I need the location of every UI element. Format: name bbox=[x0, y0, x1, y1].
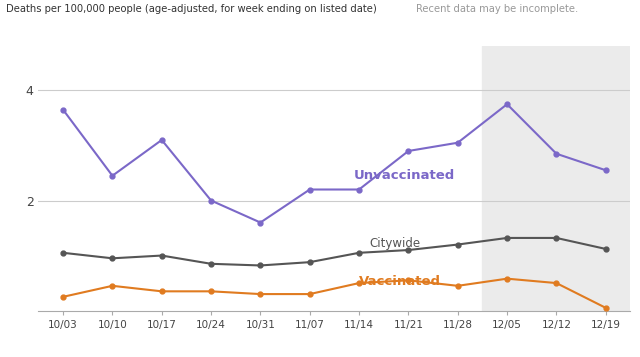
Bar bbox=[483, 46, 630, 311]
Text: Deaths per 100,000 people (age-adjusted, for week ending on listed date): Deaths per 100,000 people (age-adjusted,… bbox=[6, 4, 377, 14]
Text: Citywide: Citywide bbox=[369, 237, 420, 250]
Text: Unvaccinated: Unvaccinated bbox=[354, 169, 456, 182]
Text: Recent data may be incomplete.: Recent data may be incomplete. bbox=[416, 4, 579, 14]
Text: Vaccinated: Vaccinated bbox=[359, 276, 441, 288]
